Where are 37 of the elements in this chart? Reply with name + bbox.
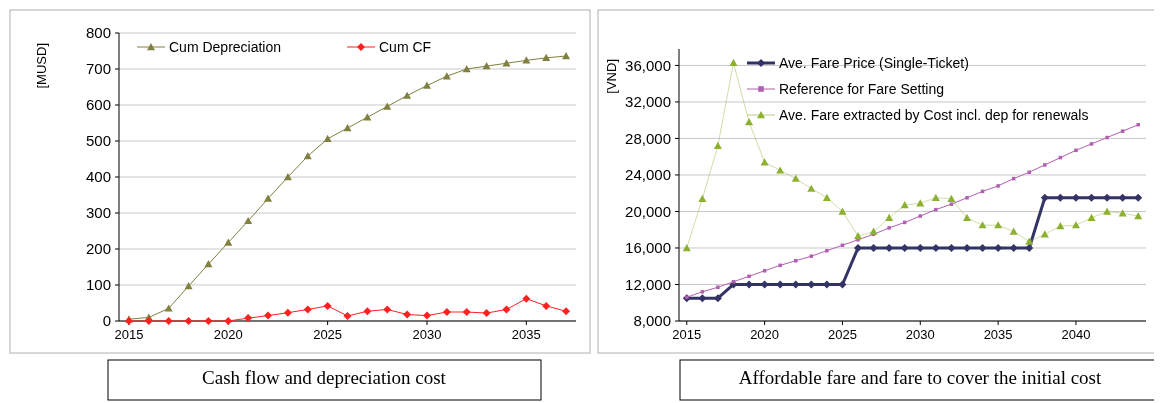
legend-label: Cum CF [379,38,432,55]
y-tick-label: 32,000 [625,93,671,111]
x-tick-label: 2015 [672,327,702,342]
x-tick-label: 2025 [313,327,343,342]
y-tick-label: 100 [85,276,111,294]
y-tick-label: 700 [85,60,111,78]
y-axis-title: [MUSD] [34,43,49,89]
y-tick-label: 28,000 [625,129,671,147]
y-tick-label: 200 [85,240,111,258]
y-tick-label: 500 [85,132,111,150]
y-tick-label: 16,000 [625,239,671,257]
y-tick-label: 24,000 [625,166,671,184]
x-tick-label: 2035 [983,327,1013,342]
y-tick-label: 0 [102,312,111,330]
y-axis-title: [VND] [604,59,619,94]
x-tick-label: 2020 [213,327,243,342]
legend-label: Ave. Fare extracted by Cost incl. dep for renewals [779,106,1089,123]
x-tick-label: 2030 [905,327,935,342]
x-tick-label: 2015 [114,327,144,342]
y-tick-label: 8,000 [633,312,671,330]
y-tick-label: 300 [85,204,111,222]
legend-label: Ave. Fare Price (Single-Ticket) [779,54,969,71]
y-tick-label: 36,000 [625,56,671,74]
x-tick-label: 2035 [511,327,541,342]
x-tick-label: 2025 [827,327,857,342]
text: Affordable fare and fare to cover the initial cost [738,367,1103,388]
legend-label: Cum Depreciation [169,38,282,55]
y-tick-label: 12,000 [625,275,671,293]
x-tick-label: 2040 [1061,327,1091,342]
y-tick-label: 400 [85,168,111,186]
text: Cash flow and depreciation cost [202,367,447,388]
y-tick-label: 600 [85,96,111,114]
x-tick-label: 2030 [412,327,442,342]
legend-label: Reference for Fare Setting [779,80,944,97]
y-tick-label: 20,000 [625,202,671,220]
x-tick-label: 2020 [750,327,780,342]
y-tick-label: 800 [85,24,111,42]
